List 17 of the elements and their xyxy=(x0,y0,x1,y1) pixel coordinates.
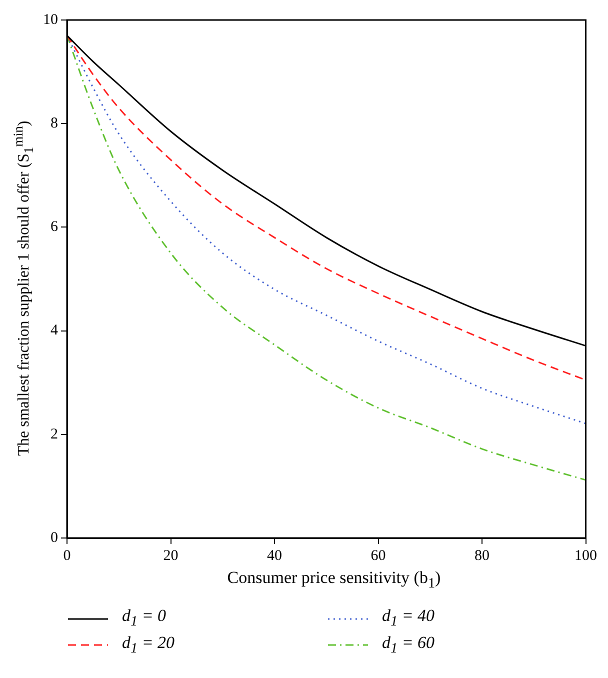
x-tick-label: 80 xyxy=(474,548,490,564)
x-tick-label: 100 xyxy=(574,548,597,564)
y-tick-label: 0 xyxy=(50,530,58,546)
y-tick-label: 2 xyxy=(50,426,58,442)
y-tick-label: 8 xyxy=(50,116,58,132)
legend-label: d$_{1}$ = 40 xyxy=(382,606,435,631)
y-tick-label: 10 xyxy=(43,12,58,28)
legend-label: d$_{1}$ = 0 xyxy=(122,606,166,631)
x-axis-title: Consumer price sensitivity (b$_{1}$) xyxy=(226,568,442,592)
x-tick-label: 20 xyxy=(163,548,178,564)
y-tick-label: 4 xyxy=(50,322,58,339)
x-tick-label: 60 xyxy=(370,548,386,564)
legend-label: d$_{1}$ = 60 xyxy=(382,632,435,658)
x-tick-label: 40 xyxy=(267,548,282,564)
x-tick-label: 0 xyxy=(63,548,71,564)
y-tick-label: 6 xyxy=(50,219,58,236)
legend-label: d$_{1}$ = 20 xyxy=(122,632,175,658)
